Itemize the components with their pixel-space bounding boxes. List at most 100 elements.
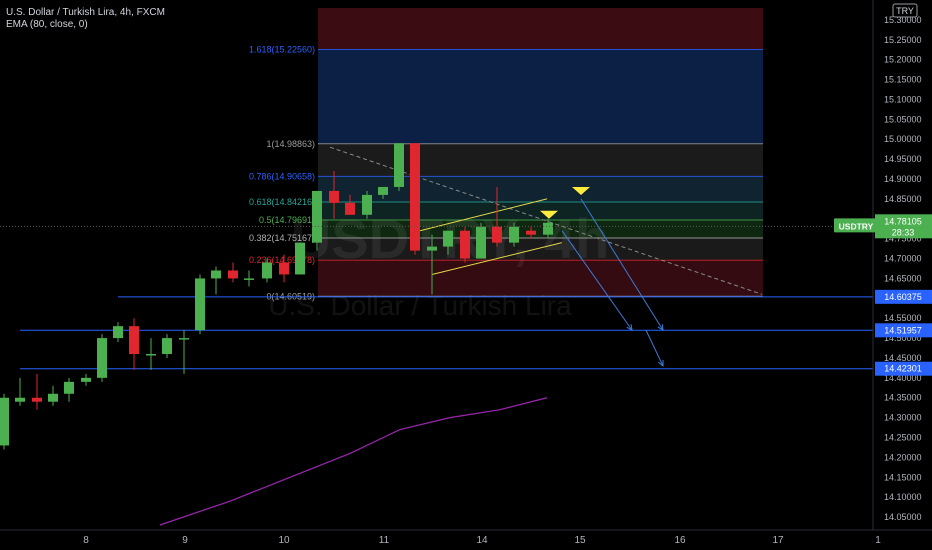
candle-body <box>0 397 9 446</box>
candle-body <box>228 270 238 279</box>
x-tick-label: 11 <box>379 535 390 546</box>
candle-body <box>460 230 470 259</box>
sell-marker-icon <box>572 186 590 195</box>
fib-bands <box>318 8 763 297</box>
level-tag-box <box>875 289 932 304</box>
last-price-tag: 14.78105 <box>884 216 922 226</box>
candle-body <box>394 143 404 187</box>
projection-arrow <box>645 329 664 367</box>
y-tick-label: 15.05000 <box>884 114 922 124</box>
price-axis: 15.30000 15.25000 15.20000 15.15000 15.10000… <box>872 0 922 530</box>
candle <box>81 373 91 386</box>
candle <box>129 318 139 370</box>
x-tick-label: 1 <box>875 535 881 546</box>
annotation-marks <box>540 186 664 367</box>
level-tag-box <box>875 323 932 338</box>
y-tick-label: 15.25000 <box>884 35 922 45</box>
fib-label: 0.382(14.75167) <box>249 233 315 243</box>
fib-labels: 1.618(15.22560) 1(14.98863) 0.786(14.90658… <box>249 45 315 302</box>
level-tag: 14.42301 <box>884 364 922 374</box>
candle <box>362 190 372 219</box>
y-tick-label: 15.00000 <box>884 134 922 144</box>
candle-body <box>295 242 305 275</box>
candle <box>64 377 74 402</box>
candle <box>195 274 205 335</box>
y-tick-label: 14.30000 <box>884 413 922 423</box>
fib-band <box>318 260 763 297</box>
y-tick-label: 14.45000 <box>884 353 922 363</box>
fib-label: 0.618(14.84216) <box>249 197 315 207</box>
candle-body <box>492 226 502 243</box>
candle-body <box>345 202 355 215</box>
candle <box>262 258 272 283</box>
candle-body <box>179 338 189 340</box>
candle-body <box>15 397 25 402</box>
last-price-tag-box <box>875 214 932 239</box>
y-tick-label: 14.35000 <box>884 393 922 403</box>
fib-label: 1(14.98863) <box>266 139 315 149</box>
y-tick-label: 15.10000 <box>884 94 922 104</box>
y-tick-label: 14.75000 <box>884 234 922 244</box>
candle-body <box>195 278 205 331</box>
candle-body <box>543 222 553 235</box>
x-tick-label: 15 <box>574 535 586 546</box>
candle <box>162 334 172 358</box>
currency-badge-box[interactable] <box>892 3 918 18</box>
horizontal-levels <box>20 296 873 370</box>
ema-line <box>159 397 548 526</box>
x-tick-label: 16 <box>674 535 686 546</box>
dashed-trendline <box>329 146 763 295</box>
arrow-head-icon <box>626 324 633 332</box>
candle <box>113 322 123 343</box>
y-tick-label: 14.65000 <box>884 273 922 283</box>
candle-body <box>129 326 139 354</box>
time-axis: 8 9 10 11 14 15 16 17 1 <box>0 529 932 546</box>
x-tick-label: 8 <box>83 535 89 546</box>
candle <box>211 266 221 295</box>
indicator-legend: EMA (80, close, 0) <box>6 19 88 30</box>
ema-series <box>159 397 548 526</box>
candle <box>295 242 305 275</box>
candle <box>312 190 322 251</box>
candle <box>476 222 486 259</box>
candle-body <box>410 143 420 251</box>
projection-arrow <box>580 198 664 331</box>
fib-band <box>318 49 763 144</box>
candle-body <box>443 230 453 247</box>
candle <box>443 230 453 255</box>
countdown-tag: 28:33 <box>892 227 915 237</box>
y-tick-label: 14.70000 <box>884 254 922 264</box>
fib-label: 0.786(14.90658) <box>249 171 315 181</box>
candle <box>179 330 189 374</box>
candle <box>15 377 25 406</box>
fib-band <box>318 176 763 203</box>
channel-upper-line <box>419 198 548 232</box>
arrow-head-icon <box>658 359 664 367</box>
candle-body <box>476 226 486 259</box>
candle <box>543 218 553 239</box>
candle <box>329 171 339 219</box>
y-tick-label: 14.50000 <box>884 333 922 343</box>
candle-body <box>64 381 74 394</box>
candle <box>410 143 420 255</box>
fib-band <box>318 143 763 177</box>
currency-badge[interactable]: TRY <box>896 6 914 16</box>
chart-title: U.S. Dollar / Turkish Lira, 4h, FXCM <box>6 7 165 18</box>
fib-band <box>318 8 763 50</box>
candle-body <box>113 326 123 339</box>
y-tick-label: 14.85000 <box>884 194 922 204</box>
candle <box>228 262 238 283</box>
projection-arrow <box>561 230 633 331</box>
y-tick-label: 14.55000 <box>884 313 922 323</box>
y-tick-label: 14.20000 <box>884 452 922 462</box>
fib-band <box>318 237 763 261</box>
fib-label: 0.5(14.79691) <box>259 215 315 225</box>
y-tick-label: 15.20000 <box>884 55 922 65</box>
trendlines <box>329 146 763 295</box>
symbol-tag-box <box>834 218 878 233</box>
candle <box>427 234 437 295</box>
candle-body <box>244 278 254 280</box>
